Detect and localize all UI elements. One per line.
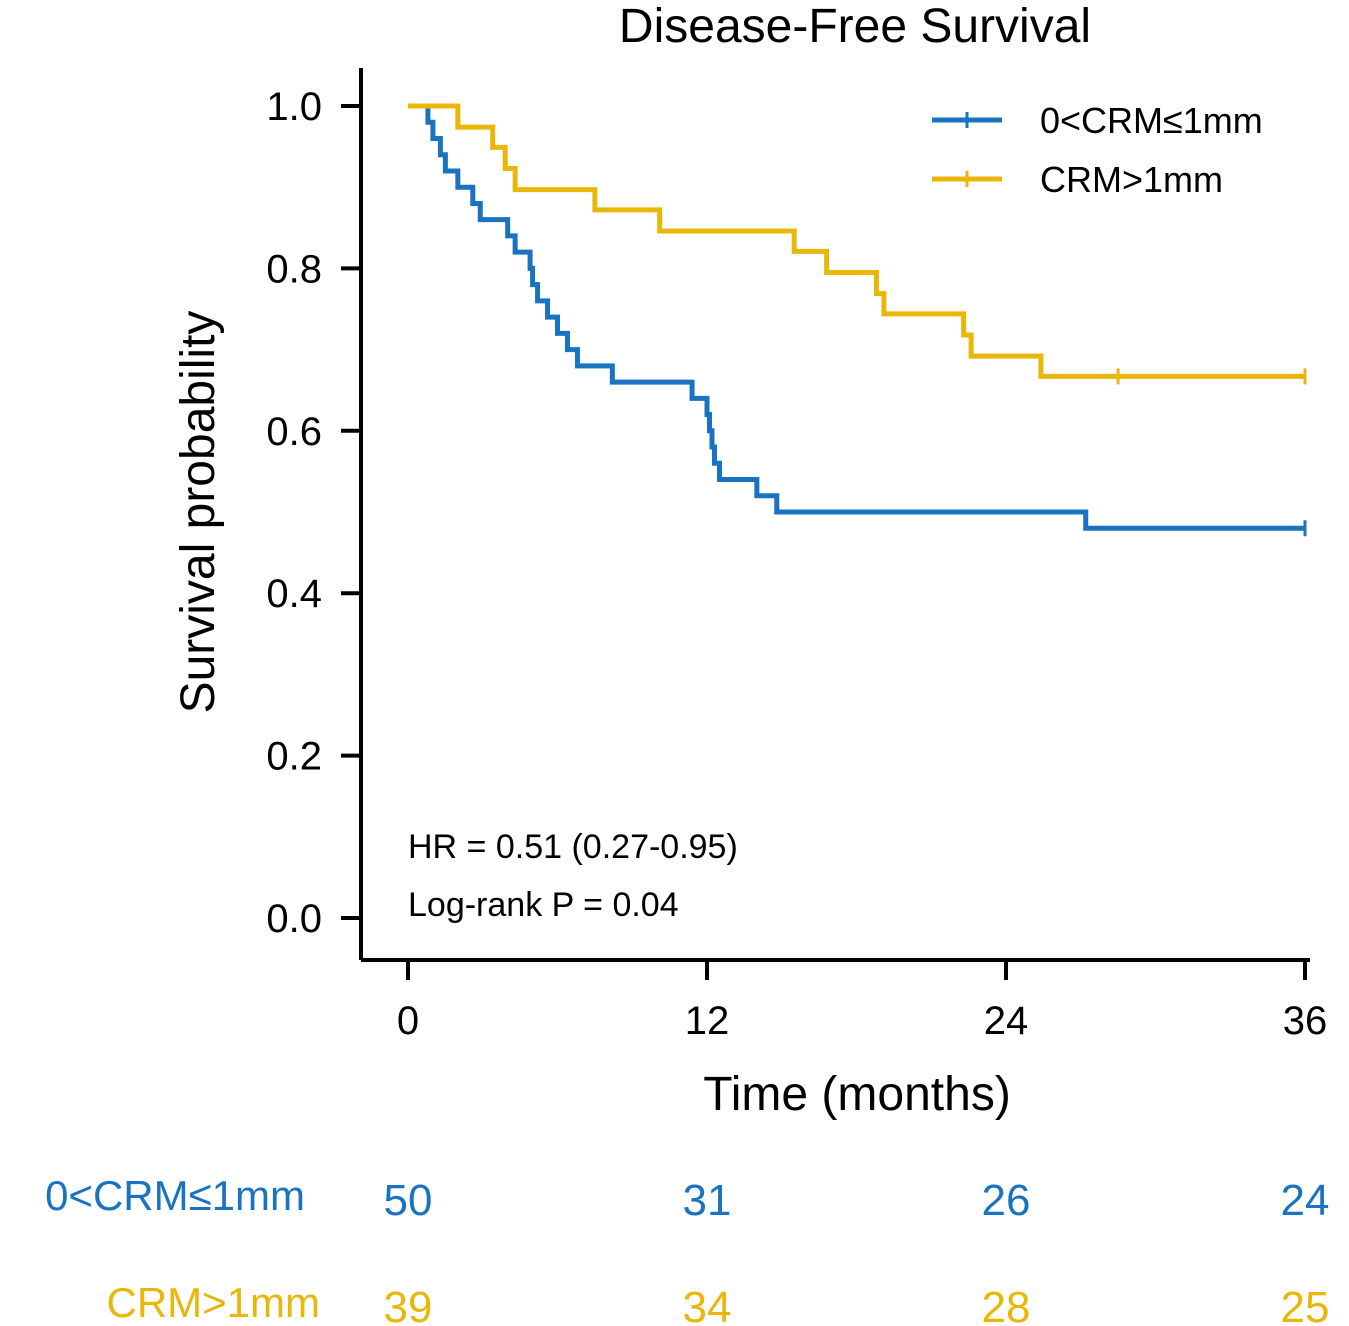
y-ticks: 0.0 0.2 0.4 0.6 0.8 1.0 xyxy=(266,85,361,941)
survival-curve-series-0 xyxy=(408,103,1305,531)
x-tick-label: 0 xyxy=(397,999,419,1043)
legend-label-series-1: CRM>1mm xyxy=(1040,159,1223,200)
risk-table-label-series-1: CRM>1mm xyxy=(106,1279,320,1326)
x-axis: 0 12 24 36 xyxy=(361,958,1327,1043)
risk-table-value: 24 xyxy=(1281,1176,1330,1225)
x-ticks: 0 12 24 36 xyxy=(397,960,1327,1043)
risk-table-value: 26 xyxy=(982,1176,1031,1225)
x-tick-label: 36 xyxy=(1283,999,1328,1043)
x-tick-label: 24 xyxy=(984,999,1029,1043)
y-axis-label: Survival probability xyxy=(172,311,225,714)
legend: 0<CRM≤1mm CRM>1mm xyxy=(932,100,1263,200)
survival-curves xyxy=(408,103,1307,537)
x-tick-label: 12 xyxy=(685,999,730,1043)
chart-title: Disease-Free Survival xyxy=(619,0,1091,53)
risk-table-value: 50 xyxy=(384,1176,433,1225)
risk-table-values: 50 31 26 24 39 34 28 25 xyxy=(384,1176,1330,1326)
y-gridless-axis: 0.0 0.2 0.4 0.6 0.8 1.0 xyxy=(266,68,363,960)
y-tick-label: 0.6 xyxy=(266,410,322,454)
legend-entry-series-1: CRM>1mm xyxy=(932,159,1223,200)
logrank-annotation: Log-rank P = 0.04 xyxy=(408,886,679,924)
x-axis-label: Time (months) xyxy=(703,1068,1011,1121)
risk-table-value: 31 xyxy=(683,1176,732,1225)
y-tick-label: 1.0 xyxy=(266,85,322,129)
y-tick-label: 0.0 xyxy=(266,897,322,941)
legend-entry-series-0: 0<CRM≤1mm xyxy=(932,100,1263,141)
y-tick-label: 0.4 xyxy=(266,572,322,616)
risk-table-value: 28 xyxy=(982,1283,1031,1326)
legend-label-series-0: 0<CRM≤1mm xyxy=(1040,100,1263,141)
risk-table-value: 39 xyxy=(384,1283,433,1326)
y-tick-label: 0.8 xyxy=(266,247,322,291)
risk-table-label-series-0: 0<CRM≤1mm xyxy=(45,1172,305,1219)
risk-table-value: 34 xyxy=(683,1283,732,1326)
plot-area: 0.0 0.2 0.4 0.6 0.8 1.0 0 12 24 36 xyxy=(266,68,1327,1043)
risk-table-value: 25 xyxy=(1281,1283,1330,1326)
risk-table: 0<CRM≤1mm CRM>1mm 50 31 26 24 39 34 28 25 xyxy=(45,1172,1329,1326)
hr-annotation: HR = 0.51 (0.27-0.95) xyxy=(408,828,738,866)
survival-curve-series-1 xyxy=(408,103,1305,379)
annotation-block: HR = 0.51 (0.27-0.95) Log-rank P = 0.04 xyxy=(408,828,738,924)
y-tick-label: 0.2 xyxy=(266,735,322,779)
